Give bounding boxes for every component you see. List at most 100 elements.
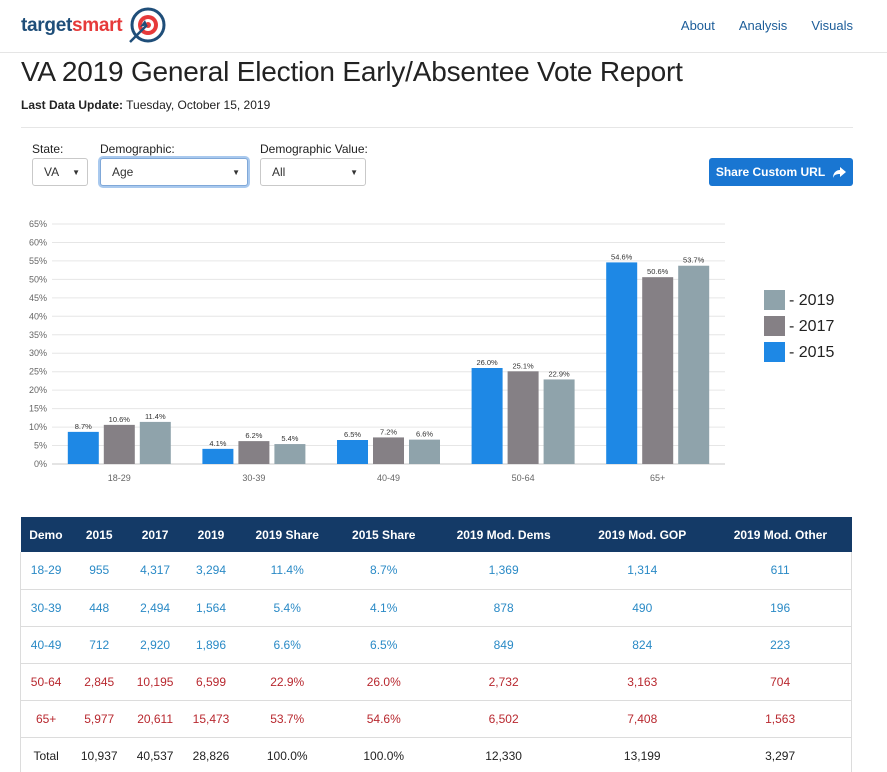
y-tick-label: 65% <box>29 219 47 229</box>
table-cell: 1,314 <box>575 552 710 590</box>
table-cell: 2,845 <box>71 663 128 701</box>
y-tick-label: 45% <box>29 293 47 303</box>
data-label: 53.7% <box>683 256 705 265</box>
table-cell: 824 <box>575 626 710 664</box>
bar-2019-50-64 <box>543 379 575 464</box>
column-header[interactable]: 2015 <box>71 517 128 552</box>
chevron-down-icon: ▼ <box>350 167 358 177</box>
table-cell: 878 <box>432 589 576 627</box>
table-cell: 2,920 <box>127 626 184 664</box>
y-tick-label: 35% <box>29 330 47 340</box>
demo-value-field: Demographic Value: All ▼ <box>260 142 368 186</box>
nav-visuals[interactable]: Visuals <box>811 18 853 33</box>
table-cell: 1,563 <box>709 700 853 738</box>
nav-analysis[interactable]: Analysis <box>738 18 788 33</box>
data-label: 6.5% <box>344 430 361 439</box>
table-cell: 22.9% <box>238 663 336 701</box>
legend-label: - 2017 <box>789 318 834 335</box>
target-logo-icon <box>129 7 166 43</box>
table-header-row: Demo 2015 2017 2019 2019 Share 2015 Share 2019… <box>20 517 852 552</box>
brand-wordmark: targetsmart <box>21 15 123 36</box>
table-cell: 20,611 <box>127 700 184 738</box>
table-row: 65+ 5,977 20,611 15,473 53.7% 54.6% 6,502 7,408… <box>20 700 853 738</box>
legend-swatch <box>764 342 785 362</box>
y-tick-label: 50% <box>29 274 47 284</box>
table-row: 18-29 955 4,317 3,294 11.4% 8.7% 1,369 1,314 611 <box>20 552 853 590</box>
y-tick-label: 60% <box>29 237 47 247</box>
bar-2019-65+ <box>678 265 710 464</box>
data-label: 11.4% <box>145 412 166 421</box>
table-cell: 4.1% <box>335 589 432 627</box>
table-cell: 8.7% <box>335 552 432 590</box>
table-cell: 13,199 <box>575 737 710 772</box>
state-field: State: VA ▼ <box>32 142 88 186</box>
table-cell: 5,977 <box>71 700 128 738</box>
table-cell: 1,369 <box>432 552 576 590</box>
table-cell: 10,937 <box>71 737 128 772</box>
column-header[interactable]: 2015 Share <box>335 517 432 552</box>
share-custom-url-button[interactable]: Share Custom URL <box>709 158 853 186</box>
bar-2017-40-49 <box>373 437 404 464</box>
nav-about[interactable]: About <box>680 18 715 33</box>
column-header[interactable]: 2017 <box>127 517 184 552</box>
column-header[interactable]: 2019 <box>183 517 239 552</box>
data-label: 25.1% <box>512 361 534 370</box>
table-cell: 2,494 <box>127 589 184 627</box>
state-label: State: <box>32 142 64 156</box>
data-label: 50.6% <box>647 267 669 276</box>
bar-2017-18-29 <box>103 424 135 464</box>
table-cell: 849 <box>432 626 576 664</box>
bar-2015-65+ <box>606 262 638 464</box>
table-cell: 2,732 <box>432 663 576 701</box>
table-cell: 3,163 <box>575 663 710 701</box>
results-table-grid: Demo 2015 2017 2019 2019 Share 2015 Share 2019… <box>20 517 853 772</box>
table-cell: 6.6% <box>238 626 336 664</box>
table-cell: 704 <box>709 663 853 701</box>
table-cell: 196 <box>709 589 853 627</box>
column-header[interactable]: 2019 Mod. Dems <box>432 517 576 552</box>
bar-2017-50-64 <box>507 371 539 464</box>
divider <box>21 127 853 128</box>
table-cell: 53.7% <box>238 700 336 738</box>
column-header[interactable]: 2019 Mod. GOP <box>575 517 710 552</box>
table-cell: 100.0% <box>335 737 432 772</box>
bar-2015-30-39 <box>202 448 234 464</box>
column-header[interactable]: 2019 Mod. Other <box>709 517 852 552</box>
bar-2019-40-49 <box>409 439 440 464</box>
table-cell: 955 <box>71 552 128 590</box>
data-label: 4.1% <box>209 439 226 448</box>
y-tick-label: 40% <box>29 311 47 321</box>
table-cell: 3,297 <box>709 737 853 772</box>
y-tick-label: 20% <box>29 385 47 395</box>
data-label: 54.6% <box>611 252 633 261</box>
chevron-down-icon: ▼ <box>232 167 240 177</box>
x-tick-label: 30-39 <box>242 473 265 483</box>
legend-swatch <box>764 290 785 310</box>
table-row: 40-49 712 2,920 1,896 6.6% 6.5% 849 824 223 <box>20 626 853 664</box>
brand-logo[interactable]: targetsmart <box>21 7 166 44</box>
table-cell: 5.4% <box>238 589 336 627</box>
chevron-down-icon: ▼ <box>72 167 80 177</box>
demo-value-select[interactable]: All ▼ <box>260 158 366 186</box>
last-update-label: Last Data Update: <box>21 98 124 112</box>
x-tick-label: 40-49 <box>377 473 400 483</box>
column-header[interactable]: 2019 Share <box>238 517 336 552</box>
table-cell: 11.4% <box>238 552 336 590</box>
table-cell: 50-64 <box>20 663 72 701</box>
table-cell: 40,537 <box>127 737 184 772</box>
state-select[interactable]: VA ▼ <box>32 158 88 186</box>
demographic-select[interactable]: Age ▼ <box>100 158 248 186</box>
y-tick-label: 55% <box>29 256 47 266</box>
nav-links: About Analysis Visuals <box>681 18 853 33</box>
bar-2015-18-29 <box>67 431 99 464</box>
table-cell: 7,408 <box>575 700 710 738</box>
column-header[interactable]: Demo <box>20 517 72 552</box>
legend-label: - 2015 <box>789 344 834 361</box>
x-tick-label: 50-64 <box>512 473 535 483</box>
table-cell: 712 <box>71 626 128 664</box>
demographic-select-value: Age <box>112 165 134 179</box>
table-cell: 18-29 <box>20 552 72 590</box>
results-table: Demo 2015 2017 2019 2019 Share 2015 Share 2019… <box>20 517 853 772</box>
table-cell: 100.0% <box>238 737 336 772</box>
share-arrow-icon <box>833 166 847 178</box>
